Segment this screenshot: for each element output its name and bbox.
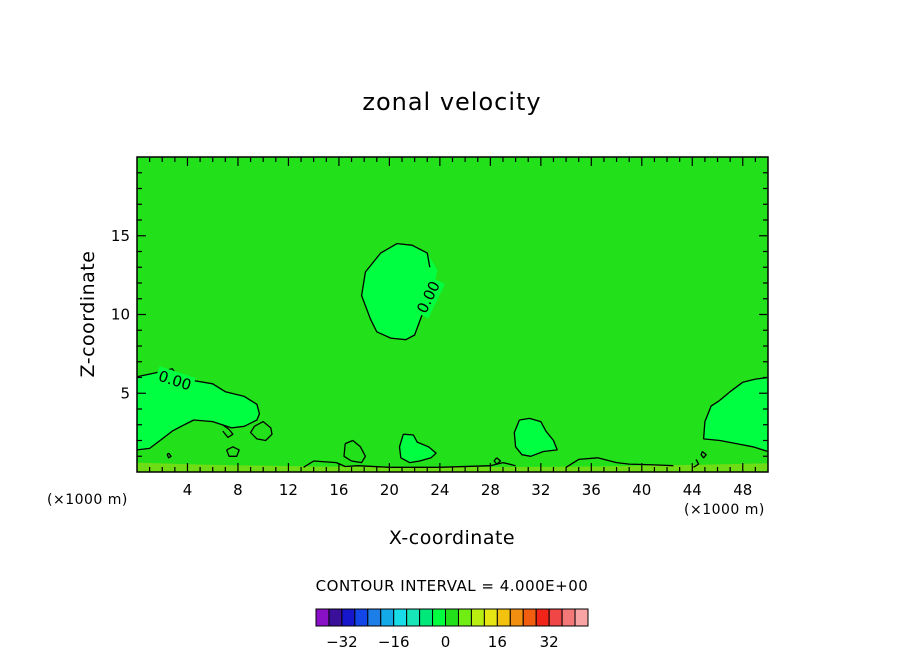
- x-tick-label: 16: [329, 481, 348, 499]
- contour-line-13: [493, 457, 502, 465]
- colorbar-swatch: [432, 608, 447, 627]
- x-tick-label: 12: [279, 481, 298, 499]
- x-tick-label: 48: [733, 481, 752, 499]
- x-tick-label: 44: [683, 481, 702, 499]
- colorbar-swatch: [341, 608, 356, 627]
- x-tick-label: 4: [183, 481, 193, 499]
- contour-line-14: [166, 452, 172, 459]
- contour-line-5: [398, 433, 437, 464]
- colorbar-swatch: [367, 608, 382, 627]
- contour-line-8: [225, 446, 240, 457]
- colorbar-swatch: [380, 608, 395, 627]
- colorbar-swatch: [457, 608, 472, 627]
- y-tick-label: 5: [120, 384, 130, 402]
- colorbar-swatch: [445, 608, 459, 627]
- x-tick-label: 8: [233, 481, 243, 499]
- x-tick-label: 36: [582, 481, 601, 499]
- colorbar-swatch: [574, 608, 589, 627]
- colorbar-swatch: [561, 608, 576, 627]
- colorbar-swatch: [470, 608, 485, 627]
- contour-line-7: [249, 420, 273, 442]
- colorbar-swatch: [406, 608, 421, 627]
- contour-label-bg: [154, 366, 196, 396]
- contour-line-3: [513, 417, 558, 457]
- contour-line-11: [565, 457, 674, 468]
- colorbar: −32 −16 0 16 32: [315, 608, 589, 651]
- x-unit-left: (×1000 m): [47, 492, 128, 508]
- y-tick-label: 10: [111, 306, 130, 324]
- contour-line-9: [343, 439, 367, 464]
- x-tick-label: 24: [430, 481, 449, 499]
- chart-title: zonal velocity: [362, 88, 542, 116]
- contour-line-15: [700, 451, 707, 459]
- colorbar-tick-label: 16: [488, 633, 507, 651]
- x-axis-label: X-coordinate: [388, 527, 516, 549]
- contour-line-4: [702, 376, 769, 453]
- contour-lines: [136, 242, 769, 468]
- colorbar-tick-label: −16: [378, 633, 410, 651]
- contour-line-2: [360, 242, 431, 341]
- velocity-field: [137, 157, 768, 472]
- x-tick-label: 32: [531, 481, 550, 499]
- field-region-3: [514, 418, 558, 457]
- contour-line-6: [222, 424, 234, 439]
- x-tick-label: 40: [632, 481, 651, 499]
- colorbar-swatch: [483, 608, 498, 627]
- contour-label-bg: [412, 276, 445, 319]
- colorbar-tick-label: −32: [326, 633, 358, 651]
- field-region-4: [703, 377, 768, 452]
- x-tick-label: 20: [380, 481, 399, 499]
- colorbar-swatch: [496, 608, 511, 627]
- field-region-1: [137, 368, 260, 450]
- colorbar-swatch: [509, 608, 524, 627]
- colorbar-swatch: [419, 608, 434, 627]
- field-region-2: [361, 243, 438, 340]
- colorbar-swatch: [535, 608, 550, 627]
- colorbar-tick-label: 32: [540, 633, 559, 651]
- colorbar-swatch: [548, 608, 563, 627]
- colorbar-tick-label: 0: [441, 633, 451, 651]
- x-tick-label: 28: [481, 481, 500, 499]
- colorbar-swatch: [315, 608, 330, 627]
- field-region-5: [399, 434, 437, 463]
- y-tick-label: 15: [111, 227, 130, 245]
- y-axis-label: Z-coordinate: [77, 250, 99, 378]
- x-unit-right: (×1000 m): [684, 502, 765, 518]
- colorbar-swatch: [393, 608, 408, 627]
- colorbar-swatch: [354, 608, 369, 627]
- contour-line-12: [693, 459, 700, 468]
- colorbar-swatch: [522, 608, 537, 627]
- colorbar-swatch: [328, 608, 343, 627]
- contour-interval-label: CONTOUR INTERVAL = 4.000E+00: [315, 577, 589, 595]
